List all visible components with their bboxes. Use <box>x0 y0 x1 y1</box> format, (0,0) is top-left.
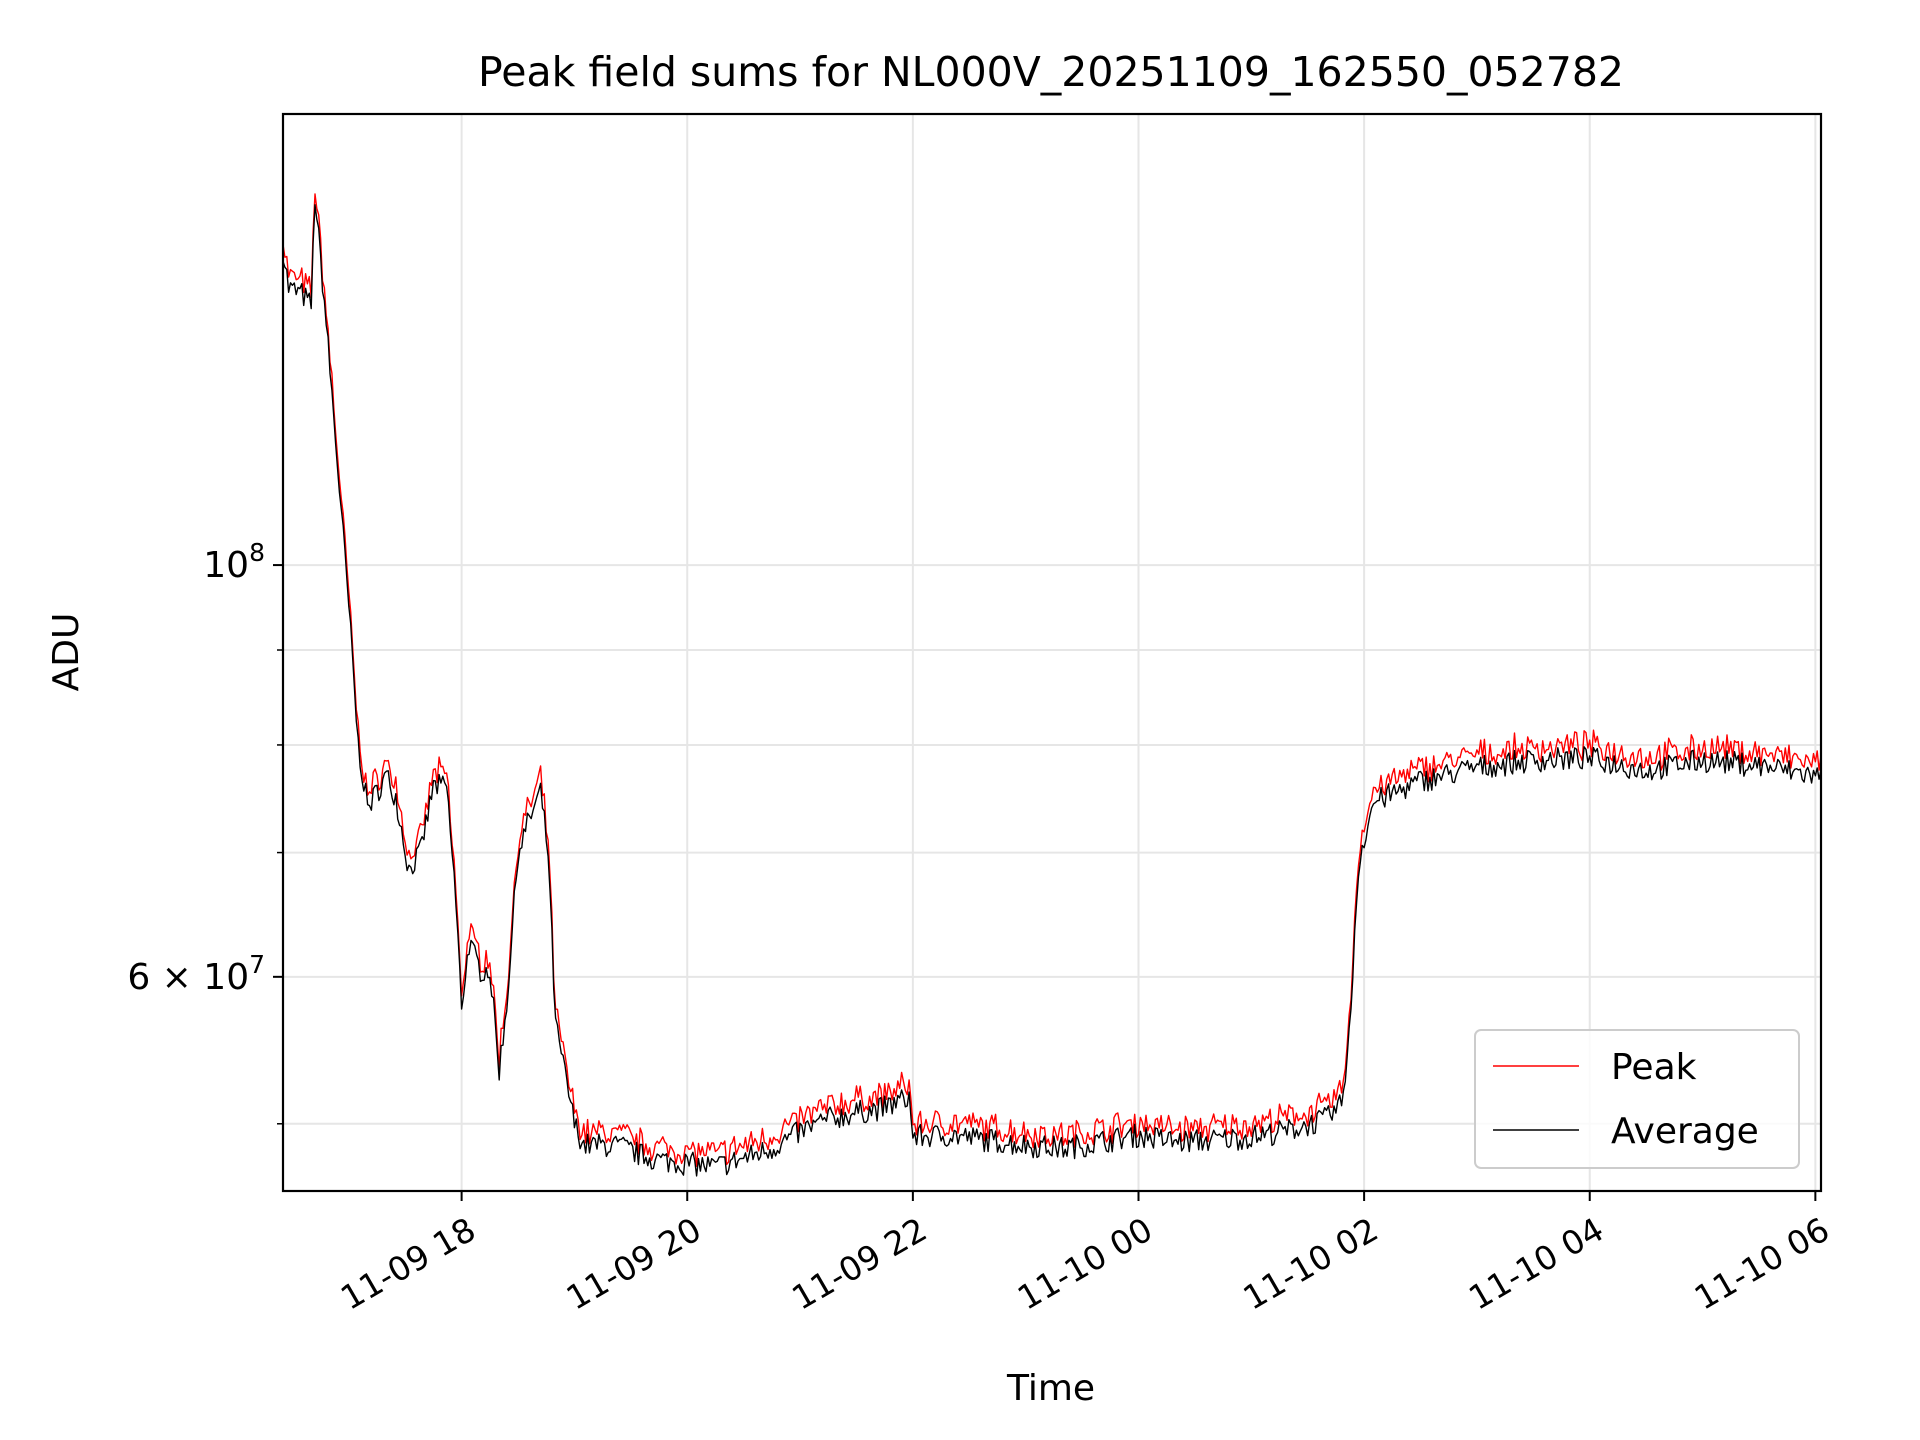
legend-box <box>1474 1029 1800 1169</box>
y-tick-label: 108 <box>203 538 265 586</box>
chart-title: Peak field sums for NL000V_20251109_1625… <box>478 48 1624 96</box>
plot-series <box>283 193 1821 1177</box>
legend: Peak Average <box>1474 1029 1800 1169</box>
x-axis-label: Time <box>1006 1368 1095 1409</box>
y-axis-label: ADU <box>46 613 87 692</box>
plot-frame <box>281 112 1823 1193</box>
legend-label-average: Average <box>1611 1111 1759 1152</box>
y-tick-label: 6 × 107 <box>127 950 265 998</box>
legend-label-peak: Peak <box>1611 1047 1697 1088</box>
y-axis: 6 × 107 108 <box>127 538 283 1125</box>
series-peak-line <box>283 193 1821 1167</box>
series-average-line <box>283 204 1821 1177</box>
